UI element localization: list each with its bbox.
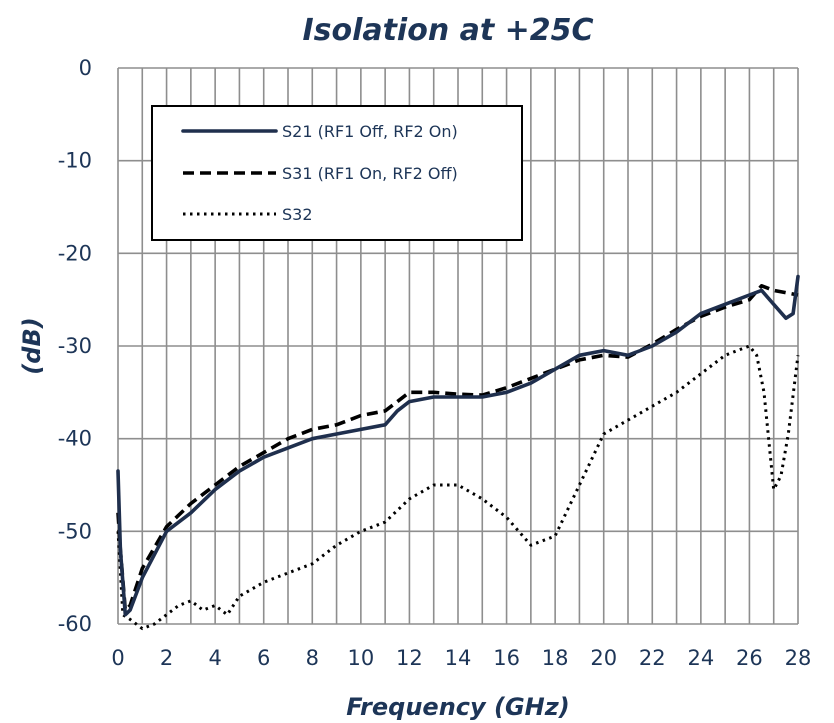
x-tick-label: 28 (785, 646, 812, 670)
x-tick-label: 24 (687, 646, 714, 670)
series-line-s21 (116, 274, 800, 617)
legend-label-s21: S21 (RF1 Off, RF2 On) (282, 122, 458, 141)
x-tick-label: 16 (493, 646, 520, 670)
x-tick-label: 14 (445, 646, 472, 670)
x-tick-label: 26 (736, 646, 763, 670)
x-tick-label: 22 (639, 646, 666, 670)
y-tick-label: -10 (58, 149, 92, 173)
series-layer (116, 274, 800, 631)
x-tick-label: 0 (111, 646, 124, 670)
y-tick-label: -60 (58, 612, 92, 636)
y-tick-label: -50 (58, 519, 92, 543)
legend: S21 (RF1 Off, RF2 On) S31 (RF1 On, RF2 O… (151, 105, 523, 241)
x-tick-label: 12 (396, 646, 423, 670)
y-tick-label: -30 (58, 334, 92, 358)
y-axis-label: (dB) (18, 317, 46, 374)
tick-labels: 0 2 4 6 8 10 12 14 16 18 20 22 24 26 280-10-20-30-40-5… (58, 56, 812, 670)
legend-box (151, 105, 523, 241)
y-tick-label: -40 (58, 427, 92, 451)
x-tick-label: 6 (257, 646, 270, 670)
x-tick-label: 8 (306, 646, 319, 670)
x-tick-label: 10 (347, 646, 374, 670)
y-tick-label: -20 (58, 241, 92, 265)
x-axis-label: Frequency (GHz) (346, 693, 569, 721)
legend-label-s32: S32 (282, 205, 313, 224)
y-tick-label: 0 (79, 56, 92, 80)
x-tick-label: 18 (542, 646, 569, 670)
x-tick-label: 20 (590, 646, 617, 670)
legend-label-s31: S31 (RF1 On, RF2 Off) (282, 164, 458, 183)
x-tick-label: 4 (208, 646, 221, 670)
chart-title: Isolation at +25C (302, 13, 593, 48)
x-tick-label: 2 (160, 646, 173, 670)
